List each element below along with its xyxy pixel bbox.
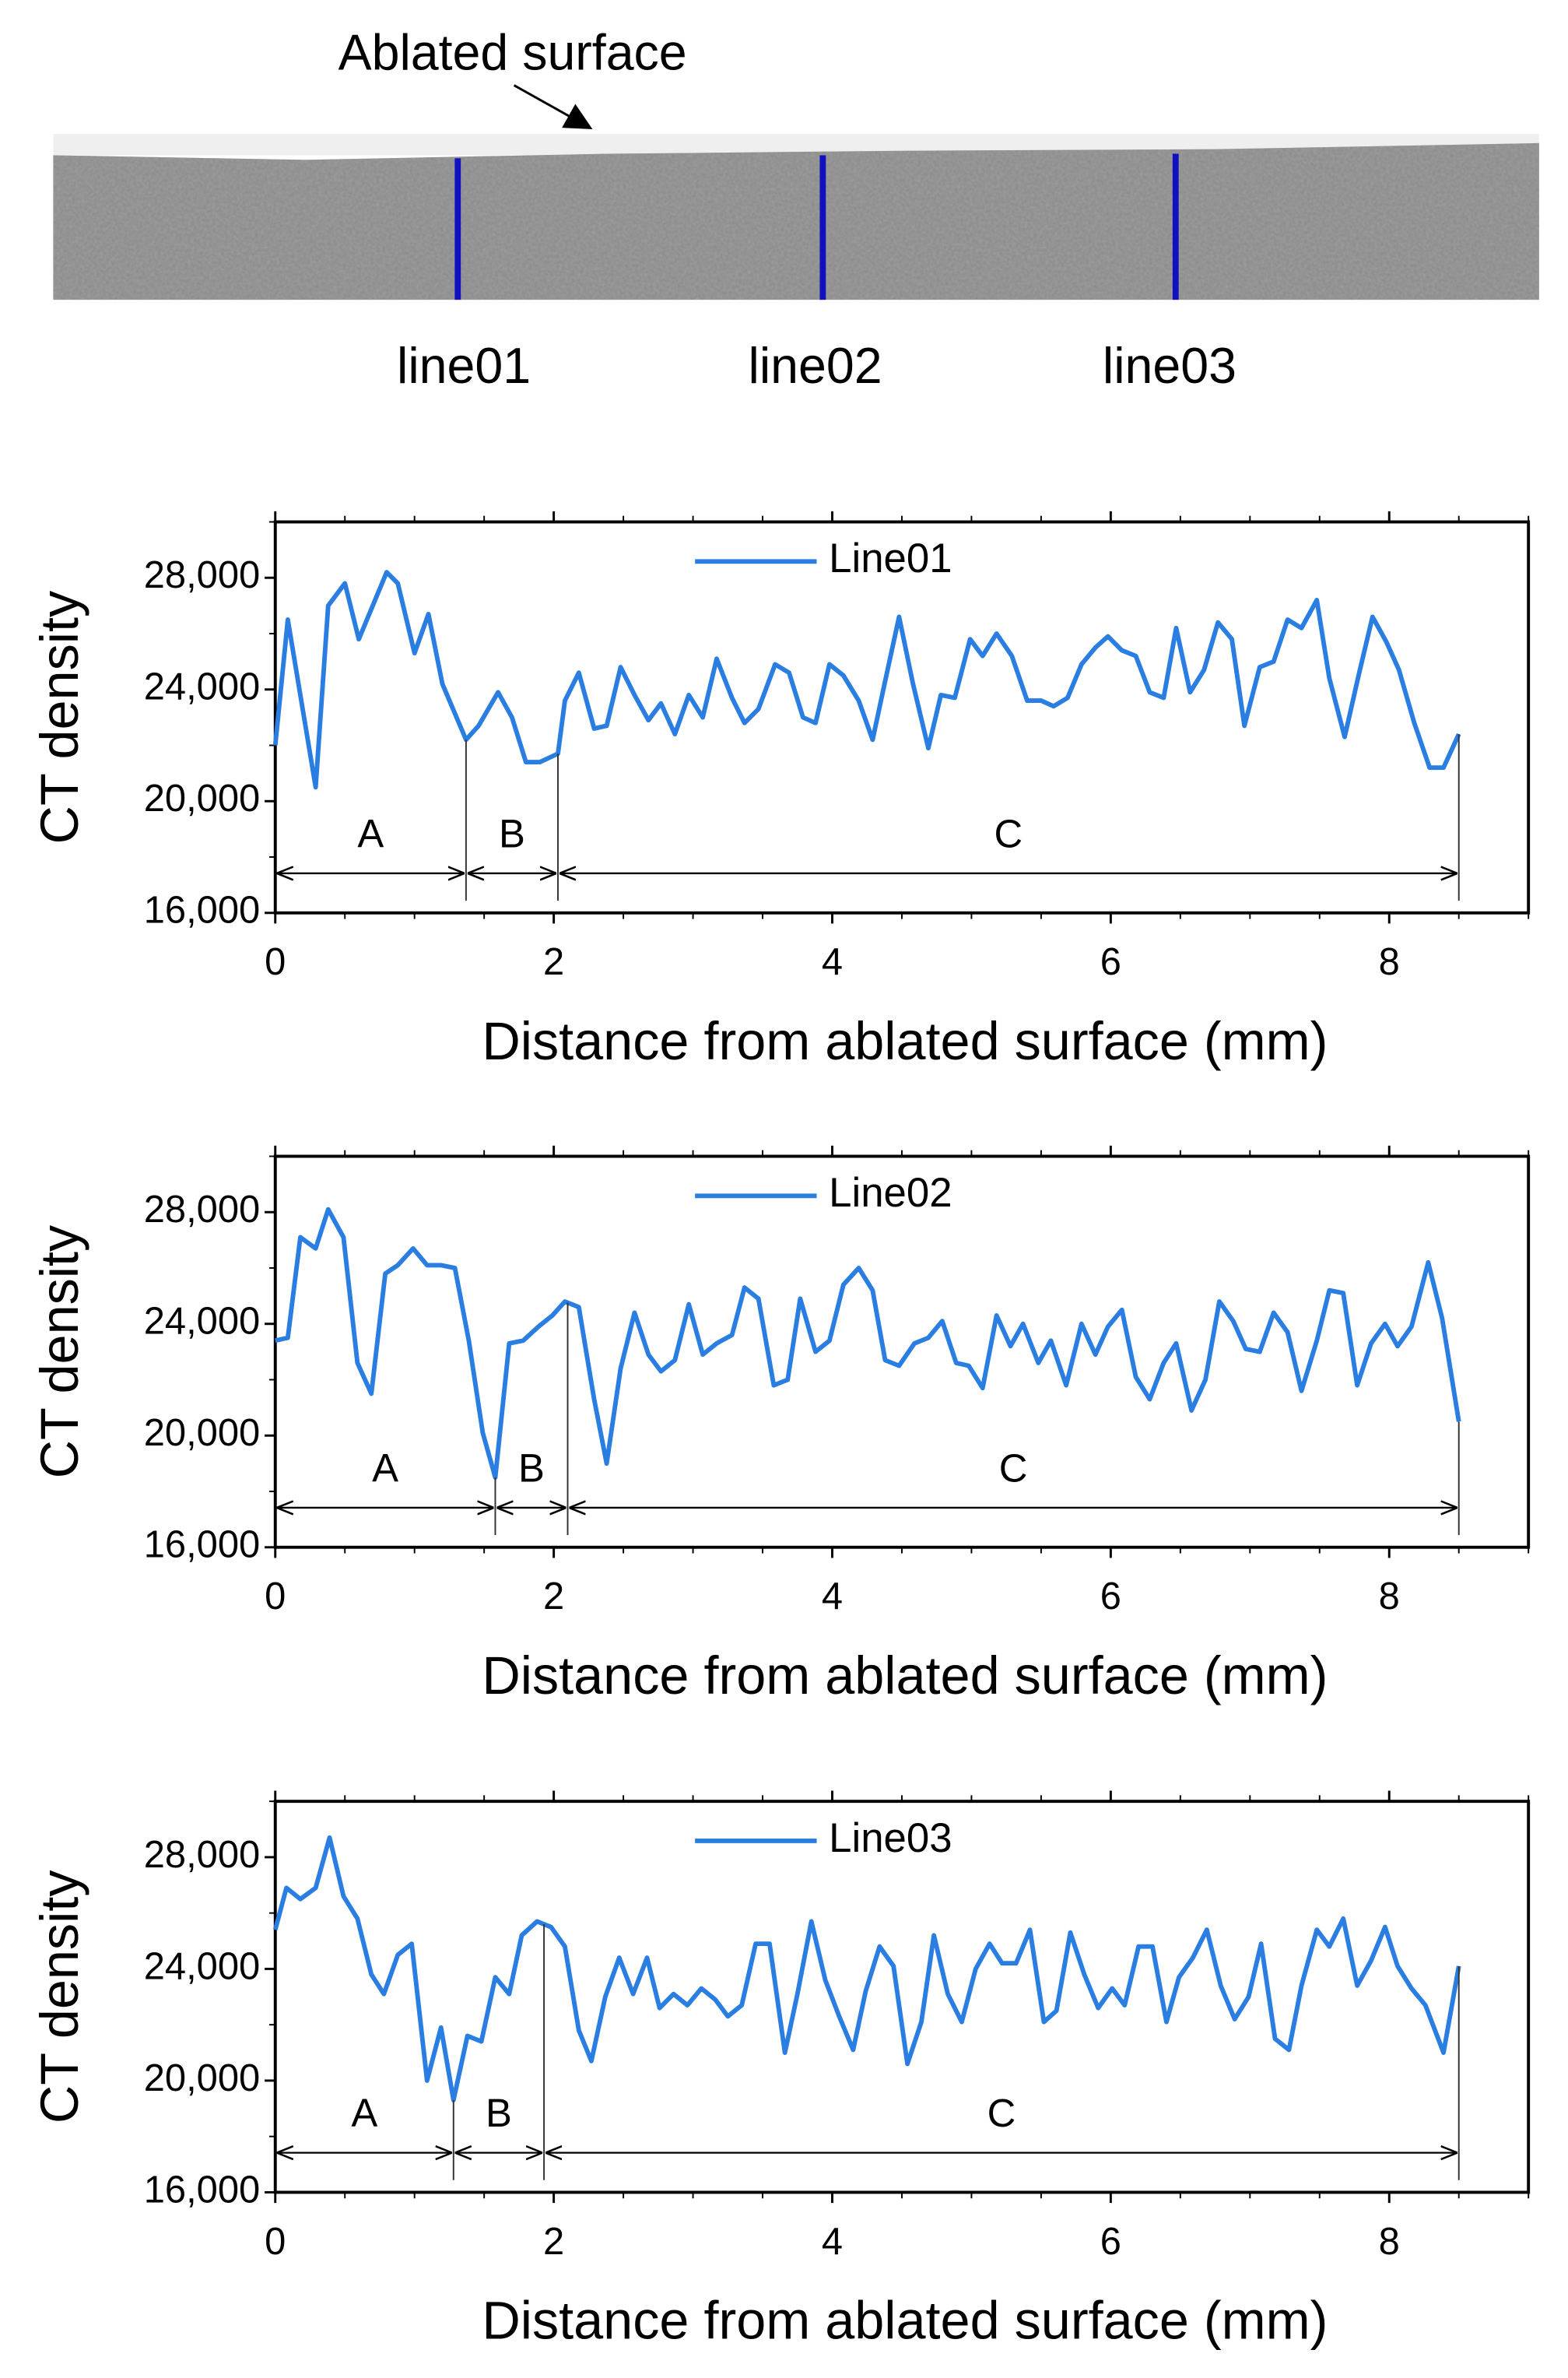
y-tick-label: 28,000 xyxy=(144,1189,260,1231)
y-axis-title: CT density xyxy=(30,1224,89,1478)
x-tick-label: 8 xyxy=(1379,1575,1400,1618)
region-label: A xyxy=(351,2091,377,2135)
x-tick-label: 6 xyxy=(1100,2221,1121,2263)
y-tick-label: 20,000 xyxy=(144,1412,260,1454)
y-axis-title: CT density xyxy=(30,590,89,844)
region-label: B xyxy=(486,2091,512,2135)
legend-label: Line03 xyxy=(829,1815,952,1861)
x-axis-title: Distance from ablated surface (mm) xyxy=(482,1646,1328,1705)
data-line xyxy=(272,570,1461,790)
x-tick-label: 4 xyxy=(822,1575,843,1618)
legend-label: Line01 xyxy=(829,536,952,581)
annotation: Ablated surface xyxy=(339,24,687,80)
y-tick-label: 16,000 xyxy=(144,1524,260,1566)
x-tick-label: 2 xyxy=(543,941,564,983)
y-tick-label: 24,000 xyxy=(144,1945,260,1987)
region-label: C xyxy=(994,811,1023,855)
data-line xyxy=(275,1207,1461,1481)
annotation-arrow xyxy=(513,84,593,130)
x-tick-label: 8 xyxy=(1379,941,1400,983)
region-label: A xyxy=(372,1445,398,1490)
region-label: B xyxy=(518,1445,545,1490)
line-label: line01 xyxy=(397,338,531,394)
y-tick-label: 28,000 xyxy=(144,554,260,596)
y-tick-label: 28,000 xyxy=(144,1834,260,1876)
x-axis-title: Distance from ablated surface (mm) xyxy=(482,1012,1328,1071)
ct-image: Ablated surface line01 line02 line03 xyxy=(53,24,1539,394)
y-tick-label: 16,000 xyxy=(144,890,260,932)
legend-label: Line02 xyxy=(829,1170,952,1216)
x-tick-label: 4 xyxy=(822,941,843,983)
x-tick-label: 0 xyxy=(265,1575,286,1618)
region-label: A xyxy=(357,811,384,855)
x-tick-label: 2 xyxy=(543,2221,564,2263)
chart: 0 2 4 6 8 16,000 20,000 24,000 28,000 Distance fr… xyxy=(30,1790,1531,2351)
line-label: line02 xyxy=(749,338,882,394)
y-axis-title: CT density xyxy=(30,1870,89,2123)
y-tick-label: 16,000 xyxy=(144,2169,260,2211)
line-label: line03 xyxy=(1103,338,1237,394)
x-tick-label: 8 xyxy=(1379,2221,1400,2263)
x-tick-label: 6 xyxy=(1100,941,1121,983)
data-line xyxy=(272,1835,1461,2102)
x-tick-label: 0 xyxy=(265,2221,286,2263)
region-label: C xyxy=(999,1445,1028,1490)
y-tick-label: 24,000 xyxy=(144,666,260,708)
y-tick-label: 20,000 xyxy=(144,2057,260,2099)
chart: 0 2 4 6 8 16,000 20,000 24,000 28,000 Distance fr… xyxy=(30,1145,1531,1705)
region-label: C xyxy=(987,2091,1016,2135)
x-tick-label: 4 xyxy=(822,2221,843,2263)
x-tick-label: 2 xyxy=(543,1575,564,1618)
region-label: B xyxy=(499,811,525,855)
chart: 0 2 4 6 8 16,000 20,000 24,000 28,000 Distance fr… xyxy=(30,511,1531,1071)
x-tick-label: 6 xyxy=(1100,1575,1121,1618)
y-tick-label: 20,000 xyxy=(144,778,260,820)
sample-texture xyxy=(53,142,1539,300)
x-tick-label: 0 xyxy=(265,941,286,983)
y-tick-label: 24,000 xyxy=(144,1301,260,1343)
x-axis-title: Distance from ablated surface (mm) xyxy=(482,2292,1328,2351)
